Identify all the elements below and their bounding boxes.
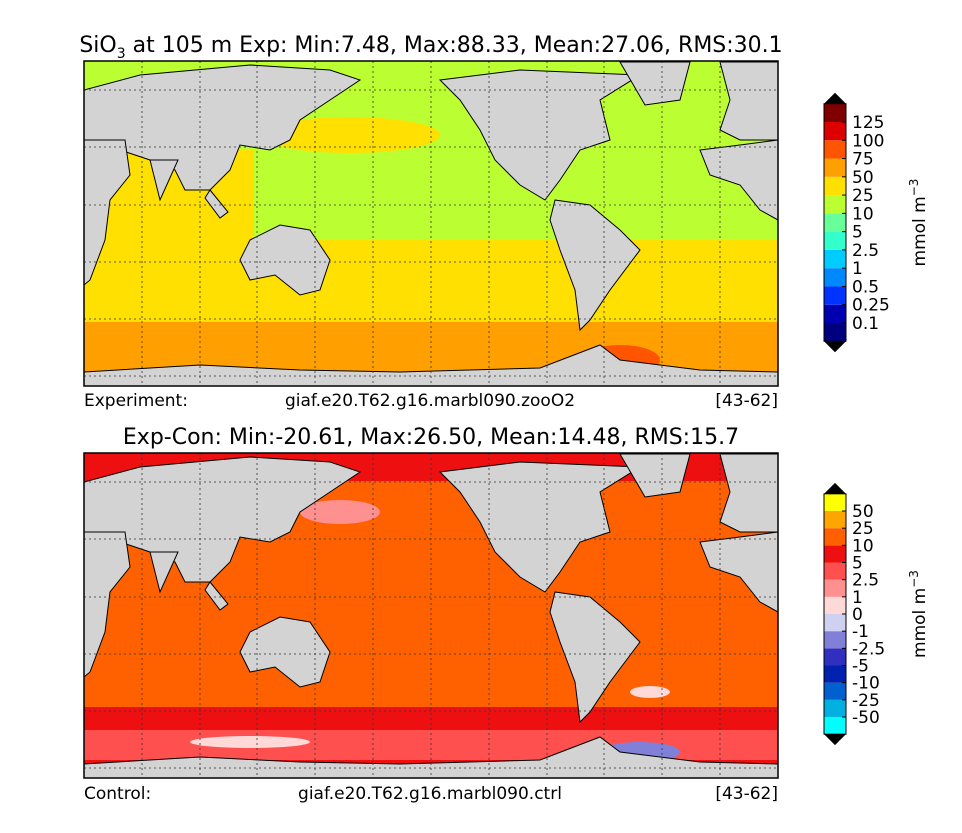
units-exponent: −3 [907,570,921,588]
colorbar-extend [824,734,846,746]
footer-label: Control: [84,784,151,804]
colorbar-tick-label: -10 [852,674,880,694]
map [84,61,778,386]
colorbar-tick-label: 0.5 [852,277,879,297]
colorbar-tick-label: 25 [852,519,874,539]
colorbar-tick-label: 0.25 [852,296,890,316]
panel-title: SiO3 at 105 m Exp: Min:7.48, Max:88.33, … [79,33,782,62]
colorbar-extend [824,92,846,104]
colorbar-bin [824,140,846,159]
colorbar-bin [824,231,846,250]
colorbar-tick-label: 25 [852,186,874,206]
colorbar-bin [824,614,846,632]
colorbar-bin [824,528,846,546]
colorbar-tick-label: 125 [852,113,884,133]
footer-years: [43-62] [715,391,778,411]
colorbar-extend [824,482,846,494]
colorbar-tick-label: 5 [852,554,863,574]
panel-title: Exp-Con: Min:-20.61, Max:26.50, Mean:14.… [123,425,739,450]
colorbar-bin [824,665,846,683]
colorbar-frame [823,103,847,342]
units-text: mmol m [910,588,930,658]
colorbar-tick-label: 50 [852,502,874,522]
map-frame [83,452,779,779]
colorbar-units: mmol m−3 [907,570,930,658]
colorbar-bin [824,286,846,305]
colorbar-tick-label: -25 [852,691,880,711]
colorbar-tick-label: -50 [852,708,880,728]
colorbar-bin [824,511,846,529]
footer-case: giaf.e20.T62.g16.marbl090.ctrl [298,784,562,804]
colorbar-bin [824,631,846,649]
colorbar-tick-label: 5 [852,223,863,243]
colorbar-tick-label: 2.5 [852,241,879,261]
colorbar-bin [824,195,846,214]
colorbar-tick-label: 50 [852,168,874,188]
units-text: mmol m [910,196,930,266]
colorbar-tick-label: 0 [852,605,863,625]
colorbar-bin [824,493,846,511]
colorbar-bin [824,213,846,232]
colorbar-bin [824,596,846,614]
colorbar-bin [824,249,846,269]
colorbar-tick-label: 1 [852,259,863,279]
colorbar-tick-label: -1 [852,622,869,642]
colorbar-bin [824,717,846,735]
colorbar-tick-label: 2.5 [852,571,879,591]
units-exponent: −3 [907,179,921,197]
colorbar-units: mmol m−3 [907,179,930,267]
colorbar-bin [824,323,846,342]
colorbar-bin [824,268,846,287]
colorbar-tick-label: 75 [852,150,874,170]
colorbar-bin [824,122,846,141]
colorbar-tick-label: -5 [852,657,869,677]
colorbar-tick-label: 100 [852,131,884,151]
colorbar-bin [824,158,846,177]
colorbar-bin [824,579,846,597]
colorbar-bin [824,682,846,700]
map [84,453,778,778]
colorbar-bin [824,648,846,666]
colorbar-tick-label: -2.5 [852,639,885,659]
map-frame [83,60,779,387]
colorbar-tick-label: 10 [852,536,874,556]
colorbar-bin [824,103,846,122]
colorbar-bin [824,699,846,717]
footer-years: [43-62] [715,784,778,804]
colorbar-tick-label: 0.1 [852,314,879,334]
colorbar-bin [824,304,846,323]
footer-label: Experiment: [84,391,188,411]
colorbar-tick-label: 10 [852,204,874,224]
colorbar-bin [824,562,846,580]
colorbar-tick-label: 1 [852,588,863,608]
colorbar-extend [824,341,846,353]
colorbar-bin [824,545,846,563]
colorbar-bin [824,176,846,196]
footer-case: giaf.e20.T62.g16.marbl090.zooO2 [285,391,575,411]
